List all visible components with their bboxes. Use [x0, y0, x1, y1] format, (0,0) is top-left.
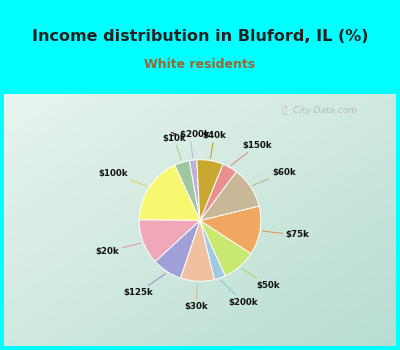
Wedge shape — [189, 160, 200, 220]
Text: $150k: $150k — [231, 141, 272, 166]
Text: > $200k: > $200k — [170, 130, 210, 158]
Wedge shape — [200, 220, 251, 276]
Wedge shape — [139, 220, 200, 262]
Wedge shape — [200, 220, 225, 280]
Text: $10k: $10k — [162, 134, 186, 160]
Wedge shape — [200, 164, 236, 220]
Text: $20k: $20k — [96, 243, 141, 256]
Text: $75k: $75k — [262, 230, 309, 239]
Text: $60k: $60k — [253, 168, 296, 186]
Text: $50k: $50k — [241, 268, 280, 290]
Text: $40k: $40k — [202, 131, 226, 158]
Wedge shape — [175, 161, 200, 220]
Wedge shape — [200, 172, 259, 220]
Text: White residents: White residents — [144, 58, 256, 71]
Text: ⓘ  City-Data.com: ⓘ City-Data.com — [282, 106, 358, 115]
Wedge shape — [155, 220, 200, 278]
Text: $125k: $125k — [123, 273, 166, 298]
Text: Income distribution in Bluford, IL (%): Income distribution in Bluford, IL (%) — [32, 29, 368, 44]
Wedge shape — [197, 160, 223, 220]
Text: $30k: $30k — [184, 284, 208, 311]
Wedge shape — [181, 220, 214, 281]
Text: $100k: $100k — [98, 169, 147, 186]
Wedge shape — [139, 165, 200, 220]
Text: $200k: $200k — [221, 280, 258, 307]
Wedge shape — [200, 206, 261, 254]
